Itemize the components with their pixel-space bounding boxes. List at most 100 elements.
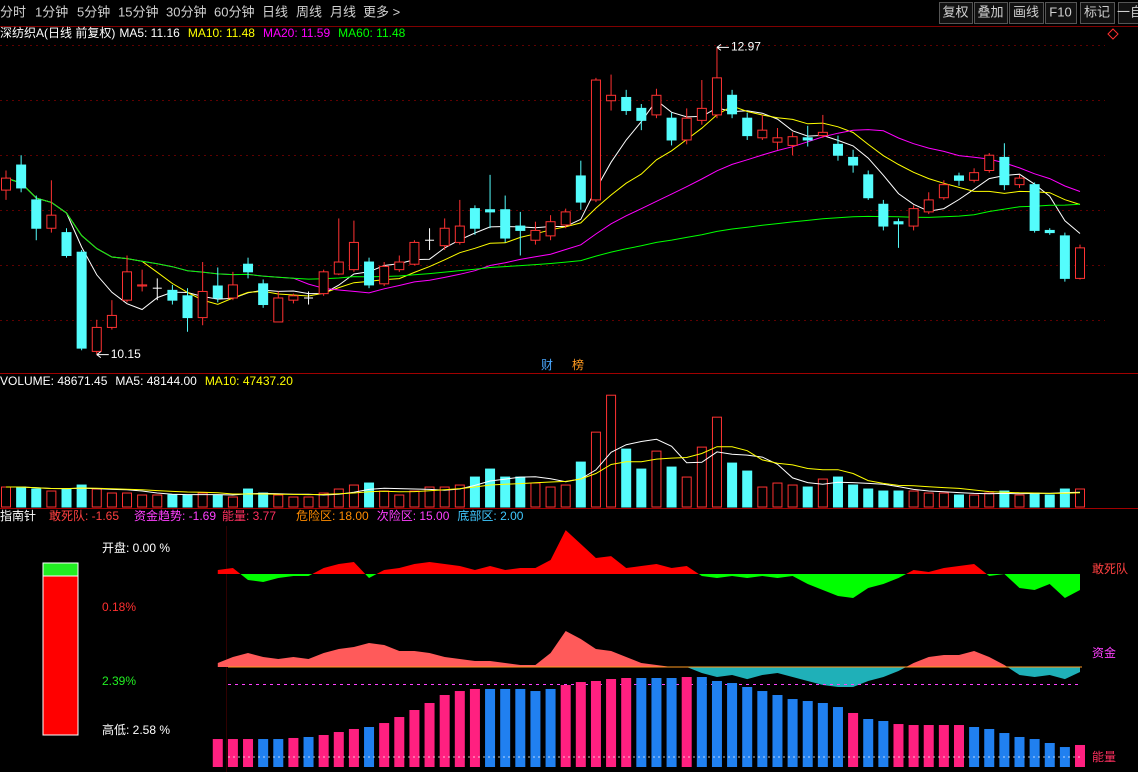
energy-bar	[469, 688, 480, 767]
volume-bar	[106, 492, 117, 508]
toolbar-label[interactable]: F10	[1049, 4, 1071, 19]
toolbar-label[interactable]: 复权	[942, 4, 968, 19]
legend-item: MA20: 11.59	[263, 26, 330, 40]
menu-item[interactable]: 分时	[0, 4, 26, 19]
candle-body	[318, 271, 329, 295]
annotation: 10.15	[111, 347, 141, 361]
volume-bar	[379, 490, 390, 508]
toolbar-label[interactable]: 画线	[1013, 4, 1039, 19]
candle-body	[258, 283, 269, 306]
candle-body	[893, 221, 904, 225]
candle-body	[923, 199, 934, 213]
volume-bar	[545, 486, 556, 508]
energy-bar	[863, 718, 874, 767]
annotation: 12.97	[731, 40, 761, 54]
candle-body	[243, 263, 254, 273]
candle-body	[227, 284, 238, 299]
volume-bar	[681, 476, 692, 508]
zone-label: 底部区: 2.00	[457, 508, 523, 523]
candle-body	[772, 137, 783, 143]
ma-line	[5, 177, 1081, 280]
energy-bar	[288, 737, 299, 767]
candle-body	[1014, 177, 1025, 186]
event-marker: 财	[541, 358, 553, 372]
volume-bar	[333, 488, 344, 508]
candle-body	[288, 295, 299, 301]
candle-body	[273, 297, 284, 323]
volume-bar	[787, 484, 798, 508]
legend-item: MA10: 47437.20	[205, 374, 293, 388]
volume-bar	[742, 470, 753, 508]
energy-bar	[575, 682, 586, 767]
volume-bar	[16, 486, 27, 508]
volume-bar	[923, 492, 934, 508]
energy-bar	[772, 694, 783, 767]
energy-bar	[273, 739, 284, 767]
volume-bar	[469, 476, 480, 508]
candle-body	[197, 290, 208, 319]
volume-bar	[1044, 494, 1055, 508]
energy-bar	[711, 680, 722, 767]
menu-item[interactable]: 月线	[330, 4, 356, 19]
toolbar-label[interactable]: 标记	[1084, 4, 1110, 19]
menu-item[interactable]: 15分钟	[118, 4, 158, 19]
side-label: 能量	[1092, 750, 1116, 764]
candle-body	[530, 229, 541, 241]
volume-bar	[727, 462, 738, 508]
energy-bar	[878, 720, 889, 767]
gauge-lower: 2.39%	[102, 674, 136, 688]
indicator-value: 能量: 3.77	[222, 509, 276, 523]
volume-bar	[969, 494, 980, 508]
toolbar-button[interactable]	[1045, 2, 1077, 24]
menu-item[interactable]: 日线	[262, 4, 288, 19]
candle-body	[575, 175, 586, 203]
legend-item: MA60: 11.48	[338, 26, 405, 40]
energy-bar	[651, 678, 662, 767]
toolbar-button[interactable]	[974, 2, 1008, 24]
energy-bar	[742, 686, 753, 767]
menu-item[interactable]: 更多 >	[363, 4, 400, 19]
energy-bar	[500, 688, 511, 767]
volume-bar	[999, 490, 1010, 508]
menu-item[interactable]: 周线	[296, 4, 322, 19]
legend-item: MA5: 48144.00	[115, 374, 197, 388]
energy-bar	[1014, 736, 1025, 767]
toolbar-button[interactable]	[1080, 2, 1115, 24]
volume-bar	[243, 488, 254, 508]
volume-bar	[212, 494, 223, 508]
energy-bar	[348, 728, 359, 767]
diamond-icon	[1107, 28, 1119, 40]
menu-item[interactable]: 60分钟	[214, 4, 254, 19]
volume-bar	[651, 450, 662, 508]
volume-bar	[878, 490, 889, 508]
candle-body	[333, 261, 344, 275]
volume-bar	[31, 488, 42, 508]
energy-bar	[787, 699, 798, 767]
energy-bar	[485, 688, 496, 767]
candle-body	[878, 203, 889, 227]
toolbar-label[interactable]: 一自	[1117, 4, 1138, 19]
volume-bar	[802, 486, 813, 508]
gauge-body	[42, 562, 79, 736]
annotation-arrow	[96, 351, 109, 359]
menu-item[interactable]: 5分钟	[77, 4, 110, 19]
candle-body	[757, 129, 768, 139]
volume-bar	[772, 482, 783, 508]
candle-body	[76, 251, 87, 349]
toolbar-button[interactable]	[1118, 2, 1138, 24]
volume-bar	[258, 492, 269, 508]
volume-bar	[409, 490, 420, 508]
toolbar-button[interactable]	[939, 2, 973, 24]
energy-bar	[606, 678, 617, 767]
toolbar-button[interactable]	[1009, 2, 1044, 24]
energy-bar	[969, 726, 980, 767]
volume-bar	[439, 486, 450, 508]
energy-bar	[817, 702, 828, 767]
candle-body	[802, 137, 813, 141]
volume-bar	[696, 446, 707, 508]
candle-body	[969, 172, 980, 181]
menu-item[interactable]: 30分钟	[166, 4, 206, 19]
menu-item[interactable]: 1分钟	[35, 4, 68, 19]
toolbar-label[interactable]: 叠加	[977, 4, 1003, 19]
